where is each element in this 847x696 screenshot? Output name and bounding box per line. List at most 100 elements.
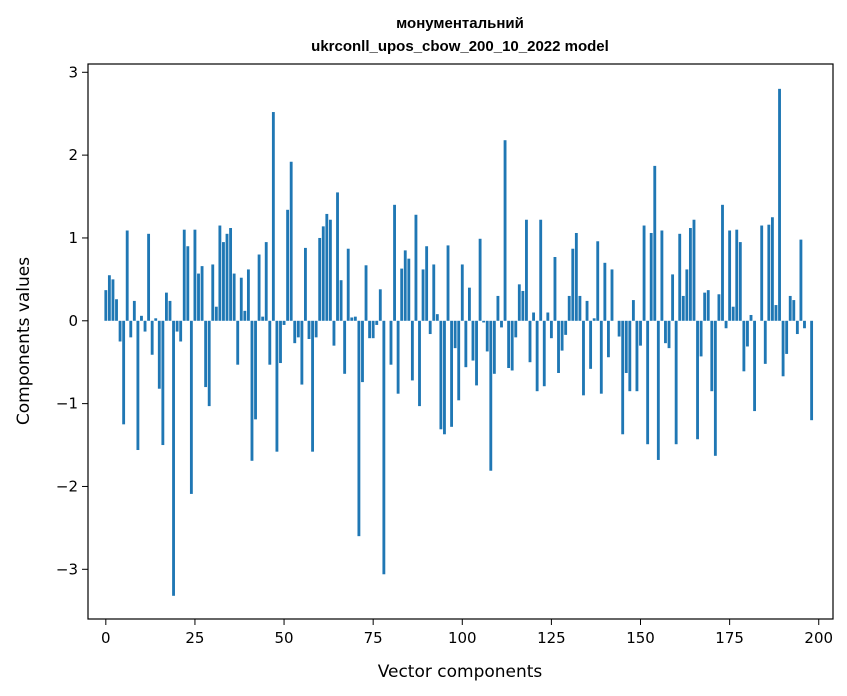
bar-component-117	[521, 290, 525, 321]
bar-component-121	[535, 320, 539, 392]
bar-component-58	[311, 320, 314, 452]
bar-component-160	[674, 320, 678, 445]
bar-component-166	[696, 320, 699, 440]
y-tick-label: 0	[68, 312, 78, 330]
chart-title-line2: ukrconll_upos_cbow_200_10_2022 model	[311, 38, 609, 55]
bar-component-19	[172, 320, 175, 596]
bar-component-95	[443, 320, 446, 435]
bar-component-115	[514, 320, 518, 338]
bar-component-100	[460, 264, 464, 321]
x-axis-ticks: 0 25 50 75 100 125 150 175 200	[101, 619, 833, 647]
bar-component-74	[368, 320, 372, 339]
bar-component-126	[553, 257, 557, 321]
bar-component-54	[296, 320, 300, 338]
bar-component-77	[378, 289, 382, 321]
bar-component-20	[175, 320, 179, 332]
bar-component-49	[279, 320, 282, 364]
bar-component-37	[236, 320, 240, 365]
bar-component-191	[785, 320, 789, 354]
bar-component-193	[792, 300, 796, 321]
bar-component-15	[157, 320, 161, 389]
bar-component-13	[150, 320, 154, 355]
bar-component-187	[770, 217, 774, 321]
bar-component-179	[742, 320, 746, 372]
bar-component-161	[678, 233, 682, 321]
bar-component-174	[724, 320, 728, 329]
bar-component-136	[589, 320, 593, 369]
bar-component-90	[425, 246, 429, 321]
bar-component-195	[799, 239, 803, 321]
bars-group	[104, 88, 814, 596]
bar-component-85	[407, 258, 411, 321]
bar-component-94	[439, 320, 443, 430]
bar-component-31	[214, 306, 218, 321]
bar-component-86	[410, 320, 414, 381]
bar-component-152	[646, 320, 650, 445]
bar-component-5	[122, 320, 126, 425]
bar-component-21	[179, 320, 183, 342]
bar-component-88	[418, 320, 421, 407]
bar-component-18	[168, 300, 172, 321]
bar-component-0	[104, 290, 108, 321]
bar-component-46	[268, 320, 272, 365]
bar-component-186	[767, 224, 771, 321]
bar-component-167	[699, 320, 703, 357]
chart-title-line1: монументальний	[396, 15, 524, 32]
bar-component-141	[607, 320, 610, 358]
bar-component-51	[286, 209, 290, 321]
bar-component-70	[353, 316, 357, 321]
bar-component-6	[125, 230, 129, 321]
bar-component-36	[232, 273, 236, 321]
bar-component-7	[129, 320, 133, 338]
bar-component-145	[621, 320, 625, 435]
bar-component-35	[229, 228, 233, 321]
bar-component-38	[239, 277, 243, 321]
bar-component-172	[717, 294, 721, 321]
bar-component-153	[649, 232, 653, 321]
bar-component-1	[107, 275, 111, 321]
bar-component-131	[571, 248, 575, 321]
bar-component-128	[560, 320, 564, 351]
x-tick-label: 0	[101, 629, 111, 647]
bar-component-44	[261, 316, 265, 321]
bar-component-135	[585, 300, 589, 321]
bar-component-125	[549, 320, 553, 339]
bar-component-144	[617, 320, 621, 337]
bar-component-189	[778, 88, 781, 321]
bar-component-55	[300, 320, 304, 385]
bar-component-158	[667, 320, 671, 349]
x-tick-label: 75	[364, 629, 383, 647]
bar-component-50	[282, 320, 286, 325]
bar-component-64	[332, 320, 336, 346]
plot-frame	[87, 63, 834, 620]
bar-component-28	[204, 320, 208, 388]
bar-component-93	[435, 314, 439, 321]
bar-component-45	[264, 242, 268, 321]
bar-component-102	[467, 287, 471, 321]
bar-component-3	[115, 299, 118, 321]
bar-component-149	[635, 320, 639, 392]
bar-component-76	[375, 320, 379, 325]
bar-component-180	[746, 320, 749, 347]
bar-component-142	[610, 269, 614, 321]
bar-component-175	[728, 230, 732, 321]
bar-component-83	[400, 268, 404, 321]
bar-component-156	[660, 230, 664, 321]
bar-component-192	[788, 295, 792, 321]
bar-component-63	[328, 219, 332, 321]
bar-component-82	[396, 320, 400, 394]
bar-component-52	[289, 161, 293, 321]
bar-component-169	[706, 290, 710, 321]
bar-component-105	[478, 238, 482, 321]
bar-component-104	[475, 320, 478, 386]
y-tick-label: 1	[68, 229, 78, 247]
bar-component-107	[485, 320, 489, 352]
bar-component-185	[763, 320, 767, 364]
bar-component-22	[182, 229, 186, 321]
bar-component-47	[271, 112, 275, 321]
bar-component-139	[599, 320, 603, 394]
bar-component-68	[346, 248, 350, 321]
bar-component-119	[528, 320, 532, 363]
x-tick-label: 50	[275, 629, 294, 647]
